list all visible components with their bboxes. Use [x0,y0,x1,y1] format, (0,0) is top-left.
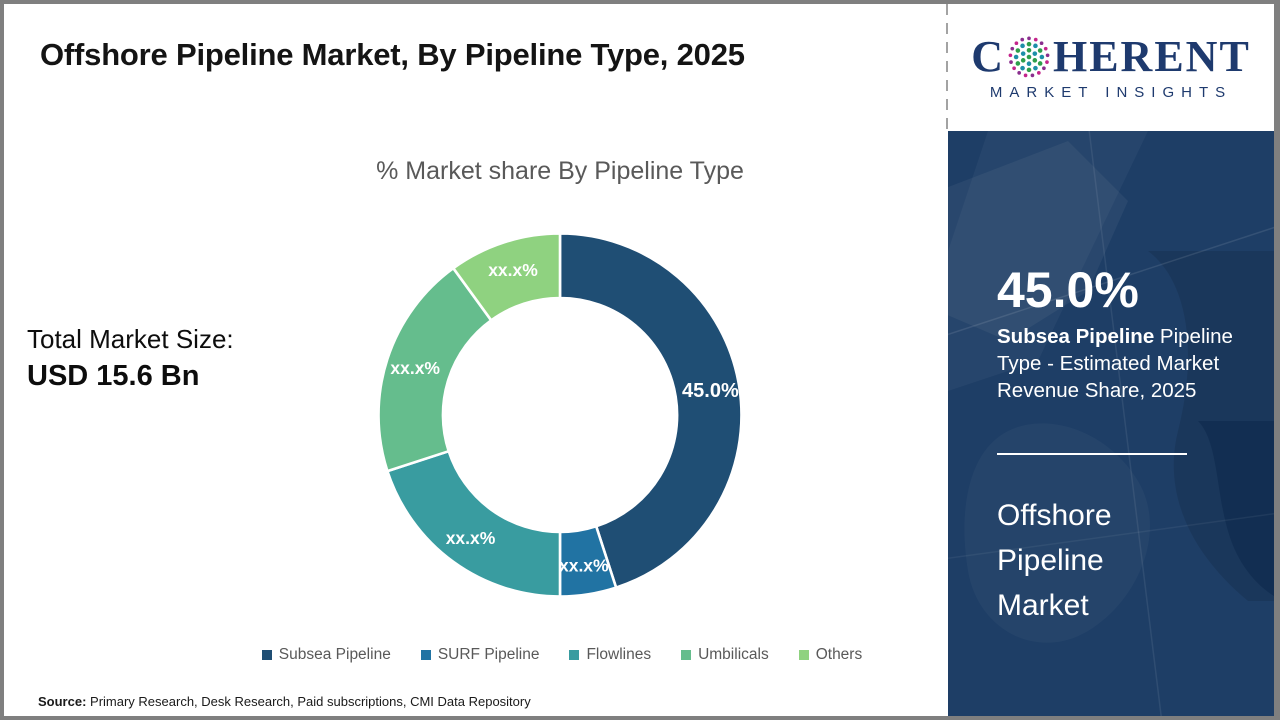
legend-item-subsea-pipeline: Subsea Pipeline [261,646,391,664]
logo-wordmark: C HERENT [971,34,1251,80]
coherent-logo: C HERENT MARKET INSIGHTS [948,4,1274,131]
coherent-globe-icon [1008,36,1050,78]
legend-item-others: Others [798,646,863,664]
slice-value-label: xx.x% [559,555,609,575]
slice-value-label: 45.0% [682,380,739,402]
legend-label: Subsea Pipeline [278,646,391,663]
total-market-size-value: USD 15.6 Bn [27,360,200,392]
logo-text-start: C [971,32,1005,81]
page-title: Offshore Pipeline Market, By Pipeline Ty… [40,37,745,72]
legend-label: Others [815,646,863,663]
donut-chart: 45.0% xx.x% xx.x% xx.x% xx.x% [377,232,743,598]
donut-segment-others [451,232,562,323]
legend-label: Umbilicals [698,646,769,663]
donut-segment-flowlines [385,449,562,598]
legend-label: Flowlines [586,646,652,663]
legend-swatch-icon [681,650,692,660]
highlight-stat-value: 45.0% [997,262,1139,318]
legend-item-flowlines: Flowlines [569,646,651,664]
source-line: Source: Primary Research, Desk Research,… [38,694,531,709]
highlight-panel: 45.0% Subsea Pipeline Pipeline Type - Es… [948,131,1274,716]
logo-subtitle: MARKET INSIGHTS [989,84,1233,101]
legend-swatch-icon [798,650,809,660]
highlight-stat-rest: Pipeline Type - Estimated Market Revenue… [997,325,1233,402]
legend-label: SURF Pipeline [437,646,540,663]
legend-swatch-icon [420,650,431,660]
legend-swatch-icon [569,650,580,660]
world-map-decoration [948,131,1274,716]
legend-item-surf-pipeline: SURF Pipeline [420,646,540,664]
market-name: Offshore Pipeline Market [997,499,1112,622]
legend-swatch-icon [261,650,272,660]
slice-value-label: xx.x% [446,528,496,548]
legend-item-umbilicals: Umbilicals [681,646,769,664]
slice-value-label: xx.x% [488,260,538,280]
donut-segment-subsea-pipeline [558,232,743,590]
dashed-divider [946,4,948,131]
highlight-segment-name: Subsea Pipeline [997,325,1155,348]
panel-divider-line [997,453,1187,455]
source-label: Source: [38,694,87,709]
chart-legend: Subsea Pipeline SURF Pipeline Flowlines Umb… [162,646,962,664]
total-market-size-block: Total Market Size: USD 15.6 Bn [27,324,234,393]
highlight-stat-description: Subsea Pipeline Pipeline Type - Estimate… [997,323,1255,404]
total-market-size-label: Total Market Size: [27,324,234,354]
chart-title: % Market share By Pipeline Type [376,157,744,185]
logo-text-end: HERENT [1052,32,1251,81]
slice-value-label: xx.x% [390,358,440,378]
source-text: Primary Research, Desk Research, Paid su… [86,694,531,709]
